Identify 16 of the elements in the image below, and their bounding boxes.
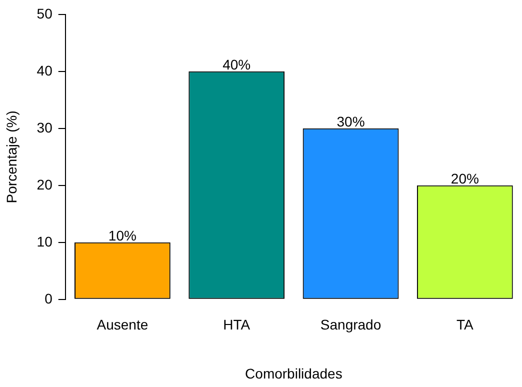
x-tick-label: TA <box>456 316 474 333</box>
x-tick-label: Ausente <box>96 316 148 333</box>
data-label: 40% <box>222 56 251 72</box>
x-axis-title: Comorbilidades <box>245 365 342 382</box>
y-tick-label: 20 <box>36 176 53 192</box>
x-tick-label: HTA <box>223 316 251 333</box>
y-tick-label: 10 <box>36 233 53 250</box>
y-tick-label: 50 <box>36 5 53 22</box>
x-tick-label: Sangrado <box>320 316 382 333</box>
y-tick-label: 30 <box>36 119 53 136</box>
y-tick-label: 40 <box>36 62 53 78</box>
data-label: 20% <box>450 170 479 186</box>
y-tick-label: 0 <box>44 290 53 306</box>
data-label: 10% <box>108 227 136 244</box>
y-axis-title: Porcentaje (%) <box>3 110 20 204</box>
data-label: 30% <box>336 113 365 130</box>
